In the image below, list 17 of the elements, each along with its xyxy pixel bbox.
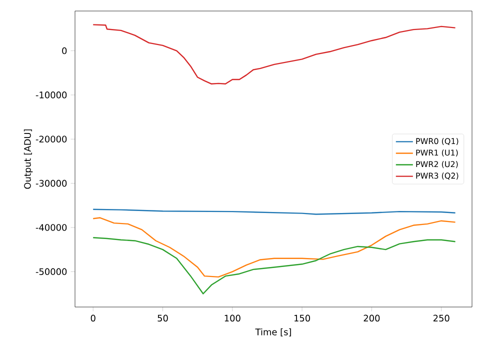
line-series [92, 217, 456, 278]
line-series [92, 237, 456, 294]
line-series [92, 24, 456, 84]
x-tick-label: 250 [433, 314, 450, 322]
x-tick-label: 200 [364, 314, 380, 322]
x-tick-label: 50 [158, 314, 168, 322]
y-tick-label: -20000 [36, 136, 67, 143]
y-tick-label: -50000 [36, 268, 67, 276]
x-tick-label: 0 [90, 314, 96, 322]
y-tick-label: -10000 [36, 92, 67, 98]
y-tick-label: -30000 [36, 180, 67, 187]
x-tick-label: 100 [224, 314, 240, 322]
x-axis-title: Time [s] [255, 328, 291, 336]
x-tick-label: 150 [294, 314, 310, 322]
y-tick-label: 0 [62, 47, 67, 54]
y-axis-title: Output [ADU] [24, 129, 33, 189]
y-tick-label: -40000 [36, 224, 67, 231]
